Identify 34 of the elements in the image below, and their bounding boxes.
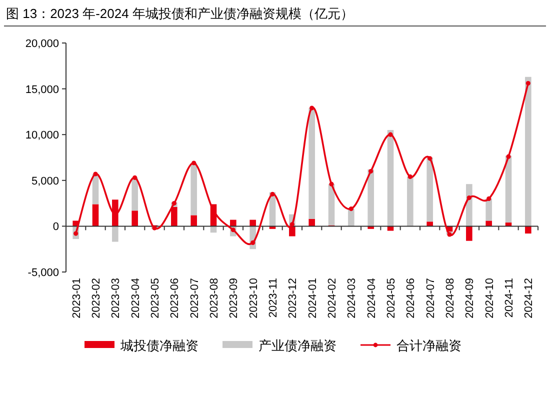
legend-label: 产业债净融资 [258,338,336,353]
chart-title: 图 13：2023 年-2024 年城投债和产业债净融资规模（亿元） [6,6,354,21]
y-tick-label: 20,000 [25,38,59,50]
x-tick-label: 2024-08 [444,278,456,318]
x-tick-label: 2024-01 [306,278,319,318]
x-tick-label: 2023-01 [70,278,83,318]
legend-label: 城投债净融资 [120,338,198,353]
x-tick-label: 2023-08 [208,278,220,318]
x-tick-label: 2023-11 [268,278,280,318]
x-tick-label: 2024-06 [405,278,418,318]
x-tick-label: 2023-02 [90,278,102,318]
x-tick-label: 2023-07 [188,278,201,318]
x-tick-label: 2024-11 [504,278,516,318]
x-tick-label: 2024-09 [464,278,476,318]
x-tick-label: 2023-10 [248,278,260,318]
x-tick-label: 2023-04 [130,278,142,318]
x-tick-label: 2024-05 [386,278,398,318]
x-tick-label: 2024-10 [484,278,496,318]
y-tick-label: -5,000 [28,267,59,279]
x-tick-label: 2023-12 [287,278,300,318]
legend-label: 合计净融资 [396,338,462,353]
y-tick-label: 15,000 [25,84,59,96]
x-tick-label: 2024-04 [366,278,378,318]
x-tick-label: 2023-09 [228,278,240,318]
x-tick-label: 2023-05 [150,278,162,318]
x-tick-label: 2024-12 [523,278,536,318]
y-tick-label: 10,000 [25,130,59,142]
y-tick-label: 5,000 [31,175,59,188]
x-tick-label: 2023-06 [169,278,182,318]
y-tick-label: 0 [52,221,59,234]
x-tick-label: 2024-02 [326,278,338,318]
x-tick-label: 2024-03 [346,278,358,318]
x-tick-label: 2024-07 [424,278,437,318]
x-tick-label: 2023-03 [110,278,122,318]
